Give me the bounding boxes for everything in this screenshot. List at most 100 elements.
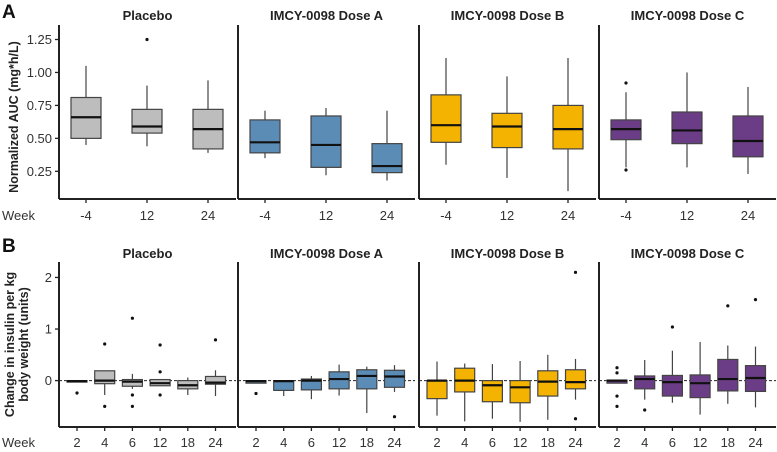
box-iqr — [204, 375, 227, 385]
x-tick-label: 6 — [669, 435, 676, 450]
y-tick-label: 0.25 — [27, 164, 52, 179]
y-axis-title: Normalized AUC (mg*h/L) — [7, 41, 21, 193]
x-tick-label: 4 — [641, 435, 648, 450]
y-tick-label: 1 — [45, 322, 52, 337]
facet-title: IMCY-0098 Dose A — [270, 246, 384, 261]
facet-title: IMCY-0098 Dose B — [451, 246, 564, 261]
x-tick-label: 6 — [489, 435, 496, 450]
box-week-2: 2 — [66, 379, 88, 450]
box-iqr — [121, 378, 144, 387]
x-tick-label: -4 — [440, 208, 452, 223]
facet-imcy-0098-dose-a: IMCY-0098 Dose A2 4 6 12 18 24 — [237, 246, 415, 450]
outlier-point — [254, 391, 258, 396]
y-axis-title-line: body weight (units) — [17, 287, 31, 402]
box-week-12: 12 — [491, 76, 523, 223]
box-iqr — [300, 378, 322, 391]
box-iqr — [537, 370, 559, 397]
facet-title: Placebo — [123, 8, 173, 23]
box-iqr — [94, 370, 116, 385]
box-week-4: 4 — [454, 363, 476, 450]
x-tick-label: 12 — [680, 208, 694, 223]
box-iqr — [552, 104, 584, 150]
x-tick-label: 18 — [541, 435, 555, 450]
y-axis-title-line: Change in insulin per kg — [3, 272, 17, 417]
box-week-18: 18 — [717, 304, 739, 450]
x-tick-label: 12 — [513, 435, 527, 450]
box-iqr — [717, 358, 739, 392]
x-tick-label: 24 — [208, 435, 222, 450]
y-tick-label: 2 — [45, 270, 52, 285]
box-week-4: 4 — [634, 359, 656, 450]
box-iqr — [249, 119, 281, 154]
outlier-point — [158, 343, 162, 347]
box-iqr — [356, 369, 378, 390]
x-tick-label: 18 — [721, 435, 735, 450]
facet-title: IMCY-0098 Dose C — [631, 246, 745, 261]
outlier-point — [573, 270, 578, 274]
x-tick-label: 24 — [561, 208, 575, 223]
box-iqr — [383, 369, 406, 388]
facet-title: IMCY-0098 Dose C — [631, 8, 745, 23]
box-iqr — [689, 374, 711, 399]
x-tick-label: 2 — [252, 435, 259, 450]
box-week-6: 6 — [661, 325, 684, 450]
panel-label: A — [2, 2, 16, 23]
chart-panel-a: A Normalized AUC (mg*h/L) 0.25 0.50 0.75 1.00… — [2, 2, 776, 223]
x-tick-label: -4 — [259, 208, 271, 223]
x-tick-label: 6 — [308, 435, 315, 450]
outlier-point — [615, 371, 619, 375]
box-week-12: 12 — [671, 72, 703, 223]
box-week-12: 12 — [149, 343, 171, 450]
x-tick-label: 24 — [741, 208, 755, 223]
box-week-6: 6 — [300, 375, 322, 450]
box-week-24: 24 — [552, 57, 584, 223]
outlier-point — [753, 298, 758, 302]
x-tick-label: 24 — [201, 208, 215, 223]
box-week-6: 6 — [481, 364, 503, 450]
x-tick-label: 12 — [153, 435, 167, 450]
outlier-point — [624, 168, 628, 172]
x-tick-label: 2 — [73, 435, 80, 450]
outlier-point — [213, 338, 218, 342]
box-week-4: 4 — [273, 379, 295, 450]
x-tick-label: 18 — [360, 435, 374, 450]
x-tick-label: -4 — [620, 208, 632, 223]
box-week--4: -4 — [249, 110, 281, 223]
y-tick-label: 0.75 — [27, 98, 52, 113]
chart-panel-b: B Change in insulin per kg body weight (un… — [2, 236, 776, 450]
x-tick-label: 24 — [380, 208, 394, 223]
box-week-2: 2 — [606, 366, 628, 450]
box-iqr — [732, 115, 764, 158]
outlier-point — [615, 366, 619, 370]
x-tick-label: 4 — [461, 435, 468, 450]
outlier-point — [103, 342, 107, 346]
outlier-point — [103, 404, 107, 408]
outlier-point — [392, 415, 397, 419]
box-week-24: 24 — [204, 338, 227, 450]
outlier-point — [573, 417, 578, 421]
box-week-12: 12 — [131, 37, 163, 223]
box-iqr — [310, 115, 342, 168]
box-iqr — [131, 108, 163, 134]
x-tick-label: 2 — [433, 435, 440, 450]
box-week-2: 2 — [426, 361, 448, 450]
x-tick-label: 18 — [181, 435, 195, 450]
outlier-point — [130, 404, 134, 408]
outlier-point — [75, 391, 79, 395]
box-week--4: -4 — [70, 65, 102, 223]
box-week-24: 24 — [371, 110, 403, 223]
facet-title: IMCY-0098 Dose B — [451, 8, 564, 23]
box-week--4: -4 — [610, 81, 642, 223]
panel-label: B — [2, 236, 16, 257]
x-tick-label: 6 — [129, 435, 136, 450]
box-week-18: 18 — [537, 354, 559, 450]
x-tick-label: 12 — [693, 435, 707, 450]
y-tick-label: 0 — [45, 373, 52, 388]
facet-imcy-0098-dose-b: IMCY-0098 Dose B2 4 6 12 18 24 — [418, 246, 596, 450]
box-week-6: 6 — [121, 316, 144, 450]
x-tick-label: 12 — [140, 208, 154, 223]
box-week-2: 2 — [245, 379, 267, 450]
x-tick-label: 12 — [319, 208, 333, 223]
box-week-24: 24 — [732, 86, 764, 223]
